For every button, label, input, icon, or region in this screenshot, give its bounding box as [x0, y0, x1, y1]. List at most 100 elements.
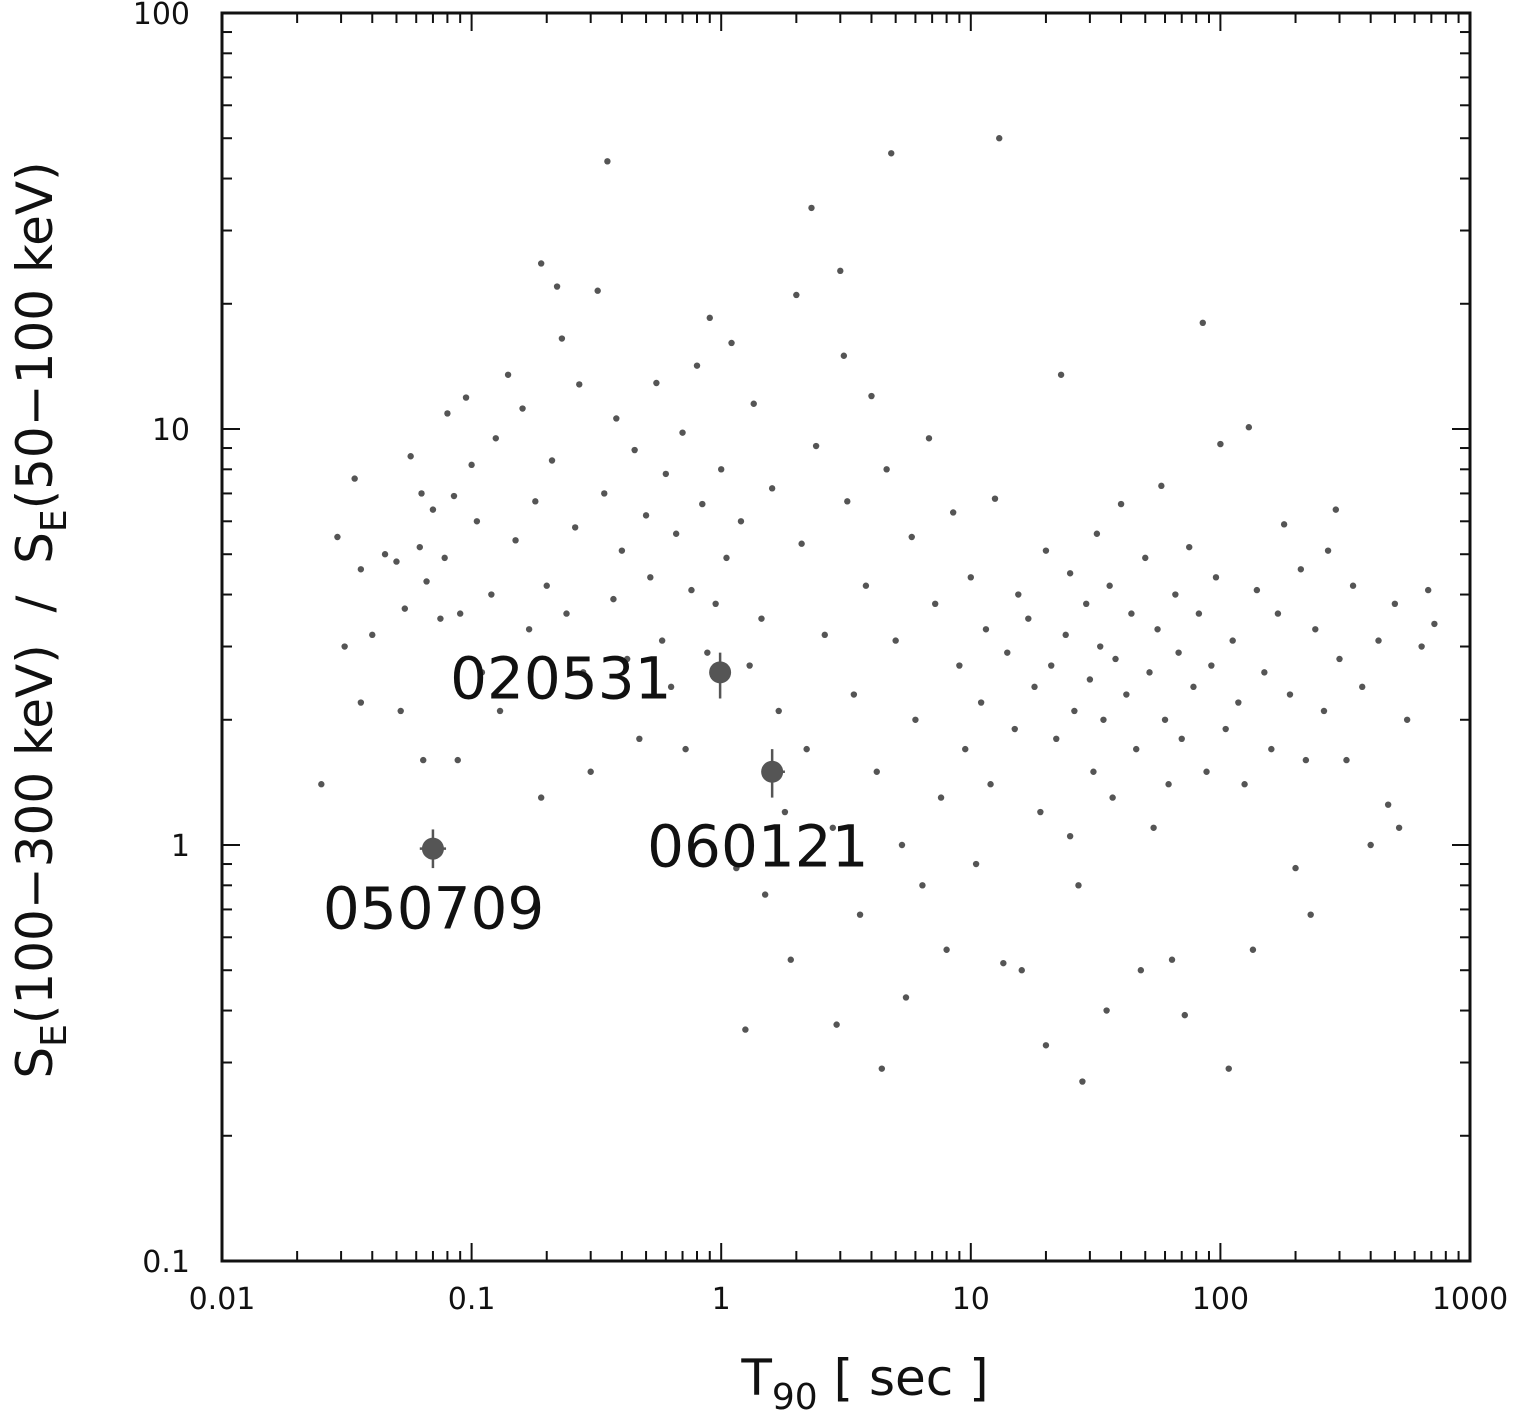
- data-point: [416, 543, 423, 551]
- data-point: [1090, 768, 1097, 775]
- x-tick-label: 0.1: [448, 1282, 496, 1317]
- data-point: [925, 435, 933, 442]
- data-point: [742, 1026, 749, 1033]
- data-point: [563, 610, 570, 617]
- data-point: [1066, 570, 1074, 577]
- data-point: [1018, 967, 1025, 974]
- data-point: [504, 371, 512, 378]
- data-point: [658, 637, 666, 644]
- data-point: [631, 446, 638, 454]
- data-point: [1280, 521, 1288, 528]
- data-point: [833, 1021, 840, 1028]
- data-point: [902, 994, 910, 1001]
- data-point: [1225, 1065, 1232, 1072]
- data-point: [728, 339, 735, 347]
- data-point: [1332, 506, 1340, 513]
- data-point: [553, 283, 561, 290]
- data-point: [407, 453, 414, 460]
- data-point: [357, 566, 365, 573]
- data-point: [1011, 725, 1018, 733]
- data-point: [437, 615, 444, 622]
- annotated-bursts: 050709 020531 060121: [323, 644, 869, 942]
- data-point: [1103, 1007, 1110, 1014]
- data-point: [318, 781, 325, 788]
- data-point: [1093, 530, 1101, 537]
- data-point: [892, 637, 899, 644]
- data-point: [775, 707, 782, 715]
- data-point: [787, 956, 794, 963]
- data-point: [840, 352, 848, 359]
- data-point: [977, 699, 985, 706]
- data-point: [351, 475, 358, 482]
- point-label: 050709: [323, 875, 544, 943]
- data-point: [1137, 967, 1145, 974]
- data-point: [712, 600, 719, 608]
- data-point: [1161, 716, 1169, 723]
- data-point: [1375, 637, 1382, 644]
- data-point: [1112, 655, 1119, 663]
- data-point: [1000, 959, 1007, 967]
- data-point: [937, 794, 945, 801]
- data-point: [991, 495, 999, 502]
- data-point: [878, 1065, 886, 1072]
- data-point: [1424, 586, 1432, 594]
- data-point: [1203, 768, 1210, 775]
- data-point: [1403, 716, 1411, 723]
- data-point: [1268, 745, 1275, 753]
- data-point: [1418, 643, 1425, 650]
- data-point: [1075, 882, 1082, 889]
- data-point: [1292, 864, 1299, 872]
- data-point: [1062, 631, 1069, 639]
- data-point: [587, 768, 594, 775]
- data-point: [1297, 566, 1305, 573]
- data-point: [868, 392, 875, 400]
- data-point: [357, 699, 365, 706]
- data-point: [576, 381, 583, 388]
- data-point: [667, 683, 675, 691]
- data-point: [761, 891, 769, 898]
- point-label: 060121: [647, 813, 868, 881]
- data-point: [1181, 1011, 1188, 1019]
- data-point: [1004, 649, 1011, 656]
- data-point: [429, 506, 437, 513]
- data-point: [1025, 615, 1032, 622]
- data-point: [623, 655, 631, 663]
- data-point: [1320, 707, 1328, 715]
- data-point: [987, 781, 994, 788]
- data-point: [996, 135, 1003, 142]
- data-point: [1053, 735, 1060, 743]
- data-point: [468, 461, 475, 469]
- data-point: [1253, 586, 1261, 594]
- data-point: [1336, 655, 1343, 663]
- data-point: [1431, 620, 1438, 628]
- y-tick-label: 10: [152, 413, 190, 448]
- data-point: [706, 314, 713, 322]
- data-point: [704, 649, 711, 656]
- data-point: [1286, 691, 1294, 698]
- x-tick-label: 1000: [1432, 1282, 1508, 1317]
- data-point: [1195, 610, 1203, 617]
- data-point: [1222, 725, 1229, 733]
- data-point: [883, 466, 890, 473]
- data-point: [519, 405, 526, 412]
- data-point: [462, 394, 470, 401]
- data-point: [423, 578, 430, 585]
- data-point: [397, 707, 404, 715]
- data-point: [580, 669, 587, 676]
- data-point: [723, 554, 730, 562]
- data-point: [758, 615, 765, 622]
- data-point: [558, 335, 566, 342]
- data-point: [1100, 716, 1107, 723]
- data-point: [733, 864, 740, 872]
- data-point: [746, 662, 753, 669]
- data-point: [341, 643, 348, 650]
- data-point: [1158, 482, 1165, 490]
- data-point: [1241, 781, 1248, 788]
- x-tick-label: 0.01: [189, 1282, 256, 1317]
- data-point: [1057, 371, 1065, 378]
- data-point: [636, 735, 643, 743]
- data-point: [972, 860, 980, 868]
- data-point: [1178, 735, 1185, 743]
- data-point: [821, 631, 828, 639]
